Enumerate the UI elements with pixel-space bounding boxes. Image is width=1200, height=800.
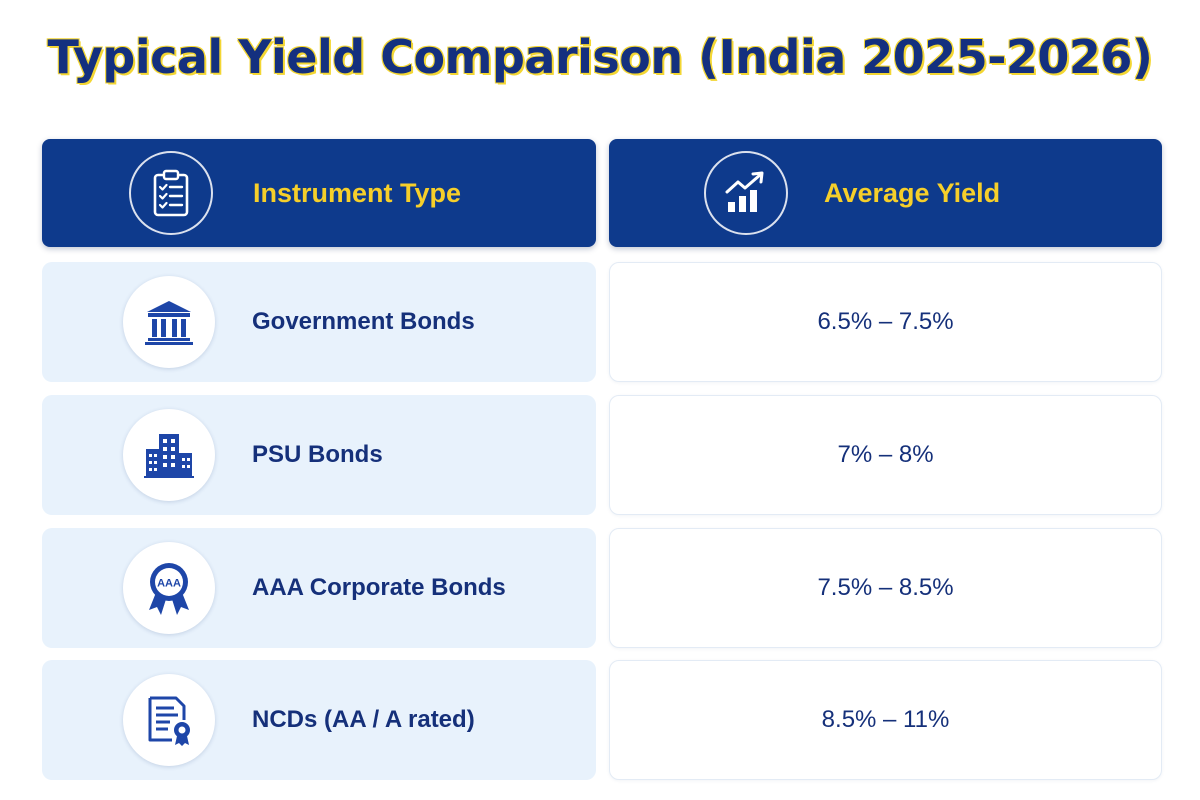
instrument-label: AAA Corporate Bonds xyxy=(252,574,506,601)
table-row-instrument: AAA AAA Corporate Bonds xyxy=(42,528,596,648)
table-row-yield: 7% – 8% xyxy=(609,395,1162,515)
growth-chart-icon xyxy=(704,151,788,235)
certificate-document-icon xyxy=(123,674,215,766)
table-row-instrument: PSU Bonds xyxy=(42,395,596,515)
table-row-yield: 7.5% – 8.5% xyxy=(609,528,1162,648)
office-buildings-icon xyxy=(123,409,215,501)
table-row-yield: 8.5% – 11% xyxy=(609,660,1162,780)
badge-text: AAA xyxy=(157,578,181,590)
yield-value: 8.5% – 11% xyxy=(821,706,950,733)
column-header-yield: Average Yield xyxy=(609,139,1162,247)
yield-value: 7.5% – 8.5% xyxy=(817,574,954,601)
page-title: Typical Yield Comparison (India 2025-202… xyxy=(47,30,1153,84)
instrument-label: PSU Bonds xyxy=(252,441,383,468)
column-header-instrument: Instrument Type xyxy=(42,139,596,247)
table-row-instrument: NCDs (AA / A rated) xyxy=(42,660,596,780)
instrument-header-label: Instrument Type xyxy=(253,178,462,208)
yield-value: 7% – 8% xyxy=(837,441,934,468)
clipboard-checklist-icon xyxy=(129,151,213,235)
government-building-icon xyxy=(123,276,215,368)
yield-value: 6.5% – 7.5% xyxy=(817,308,954,335)
instrument-label: Government Bonds xyxy=(252,308,475,335)
table-row-instrument: Government Bonds xyxy=(42,262,596,382)
table-row-yield: 6.5% – 7.5% xyxy=(609,262,1162,382)
yield-header-label: Average Yield xyxy=(824,178,1001,208)
aaa-rating-badge-icon: AAA xyxy=(123,542,215,634)
instrument-label: NCDs (AA / A rated) xyxy=(252,706,475,733)
